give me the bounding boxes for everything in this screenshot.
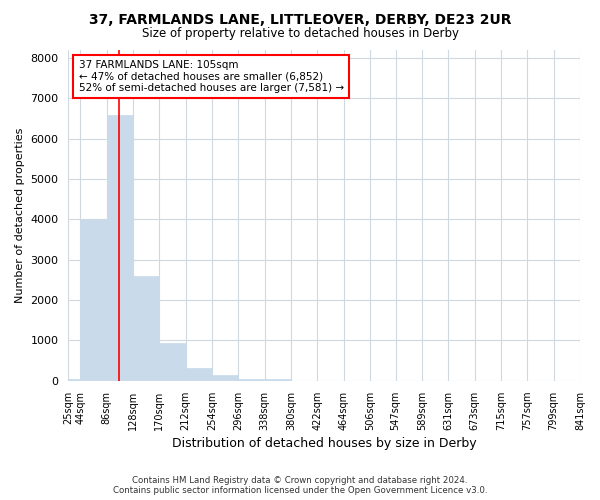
X-axis label: Distribution of detached houses by size in Derby: Distribution of detached houses by size … <box>172 437 476 450</box>
Bar <box>185 368 212 381</box>
Text: 37 FARMLANDS LANE: 105sqm
← 47% of detached houses are smaller (6,852)
52% of se: 37 FARMLANDS LANE: 105sqm ← 47% of detac… <box>79 60 344 93</box>
Text: Size of property relative to detached houses in Derby: Size of property relative to detached ho… <box>142 28 458 40</box>
Bar <box>68 379 80 381</box>
Bar <box>238 379 265 381</box>
Y-axis label: Number of detached properties: Number of detached properties <box>15 128 25 303</box>
Bar <box>80 220 107 381</box>
Text: 37, FARMLANDS LANE, LITTLEOVER, DERBY, DE23 2UR: 37, FARMLANDS LANE, LITTLEOVER, DERBY, D… <box>89 12 511 26</box>
Bar <box>107 114 133 381</box>
Text: Contains HM Land Registry data © Crown copyright and database right 2024.
Contai: Contains HM Land Registry data © Crown c… <box>113 476 487 495</box>
Bar <box>133 276 160 381</box>
Bar <box>160 342 185 381</box>
Bar <box>212 375 238 381</box>
Bar <box>265 379 291 381</box>
